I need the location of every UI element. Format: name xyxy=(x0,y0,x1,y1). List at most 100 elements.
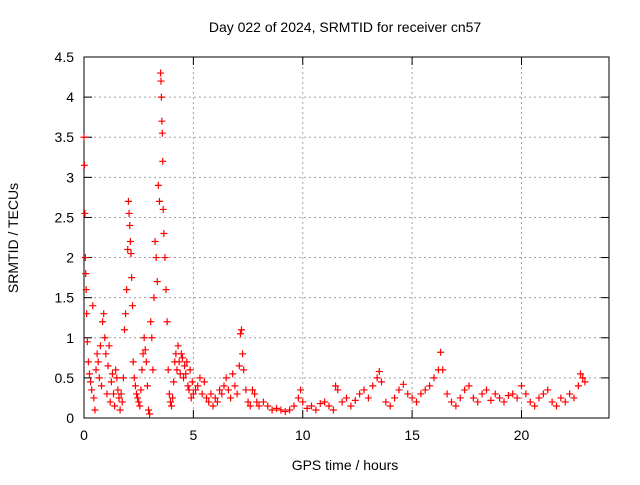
data-point xyxy=(186,366,194,374)
data-point xyxy=(244,398,252,406)
data-point xyxy=(491,390,499,398)
data-point xyxy=(227,394,235,402)
data-point xyxy=(231,382,239,390)
data-point xyxy=(308,402,315,410)
data-point xyxy=(577,370,585,378)
data-point xyxy=(268,406,276,414)
data-point xyxy=(522,390,530,398)
y-tick-label: 0 xyxy=(66,410,74,426)
data-point xyxy=(131,382,139,390)
data-point xyxy=(213,398,221,406)
data-point xyxy=(474,398,482,406)
data-point xyxy=(83,310,91,318)
data-point xyxy=(408,394,416,402)
data-point xyxy=(137,386,145,394)
data-point xyxy=(299,398,307,406)
data-point xyxy=(163,318,171,326)
data-point xyxy=(92,366,100,374)
data-point xyxy=(124,246,132,254)
data-point xyxy=(157,77,165,85)
data-point xyxy=(209,402,217,410)
data-point xyxy=(81,209,89,217)
data-point xyxy=(535,394,543,402)
data-point xyxy=(126,221,134,229)
data-point xyxy=(117,390,125,398)
data-point xyxy=(126,238,134,246)
data-point xyxy=(413,398,420,406)
data-point xyxy=(395,386,403,394)
data-point xyxy=(513,394,521,402)
data-point xyxy=(134,394,142,402)
data-point xyxy=(114,386,122,394)
data-point xyxy=(185,386,193,394)
data-point xyxy=(143,382,151,390)
data-point xyxy=(496,394,504,402)
data-point xyxy=(218,390,226,398)
x-tick-label: 10 xyxy=(295,427,311,443)
data-point xyxy=(316,400,324,408)
data-point xyxy=(544,386,552,394)
data-point xyxy=(189,390,197,398)
data-point xyxy=(281,408,289,416)
data-point xyxy=(211,394,219,402)
data-point xyxy=(290,402,298,410)
data-point xyxy=(128,274,136,282)
data-point xyxy=(138,366,146,374)
data-point xyxy=(157,93,165,101)
data-point xyxy=(82,270,90,278)
data-point xyxy=(518,382,525,390)
data-point xyxy=(106,398,114,406)
data-point xyxy=(570,394,578,402)
data-point xyxy=(89,302,97,310)
data-point xyxy=(168,402,175,410)
data-point xyxy=(526,398,534,406)
data-point xyxy=(177,350,185,358)
data-point xyxy=(220,382,228,390)
data-point xyxy=(142,358,150,366)
data-point xyxy=(369,382,377,390)
data-point xyxy=(430,374,438,382)
data-point xyxy=(162,286,170,294)
data-point xyxy=(116,406,124,414)
data-point xyxy=(120,326,128,334)
data-point xyxy=(118,398,126,406)
data-point xyxy=(238,326,245,334)
data-point xyxy=(139,350,147,358)
data-point xyxy=(404,390,412,398)
data-point xyxy=(99,318,107,326)
data-point xyxy=(417,390,425,398)
data-point xyxy=(426,382,434,390)
data-point xyxy=(399,380,407,388)
data-point xyxy=(141,346,149,354)
y-tick-label: 1.5 xyxy=(55,290,75,306)
data-point xyxy=(101,334,109,342)
data-point xyxy=(113,374,121,382)
data-point xyxy=(203,394,210,402)
data-point xyxy=(235,362,243,370)
data-point xyxy=(548,398,556,406)
data-point xyxy=(111,402,119,410)
y-tick-label: 2.5 xyxy=(55,209,75,225)
data-point xyxy=(88,386,96,394)
data-point xyxy=(161,254,169,262)
data-point xyxy=(461,386,469,394)
y-tick-label: 4 xyxy=(66,89,74,105)
data-point xyxy=(343,394,350,402)
x-tick-label: 15 xyxy=(404,427,420,443)
data-point xyxy=(102,350,110,358)
data-point xyxy=(200,378,208,386)
data-point xyxy=(87,378,95,386)
data-point xyxy=(456,394,464,402)
data-point xyxy=(386,402,394,410)
data-point xyxy=(129,358,137,366)
data-point xyxy=(158,117,166,125)
data-point xyxy=(145,406,153,414)
data-point xyxy=(224,386,232,394)
data-point xyxy=(136,402,144,410)
data-point xyxy=(184,382,192,390)
chart-title: Day 022 of 2024, SRMTID for receiver cn5… xyxy=(209,19,482,35)
data-point xyxy=(360,386,368,394)
data-point xyxy=(373,374,381,382)
